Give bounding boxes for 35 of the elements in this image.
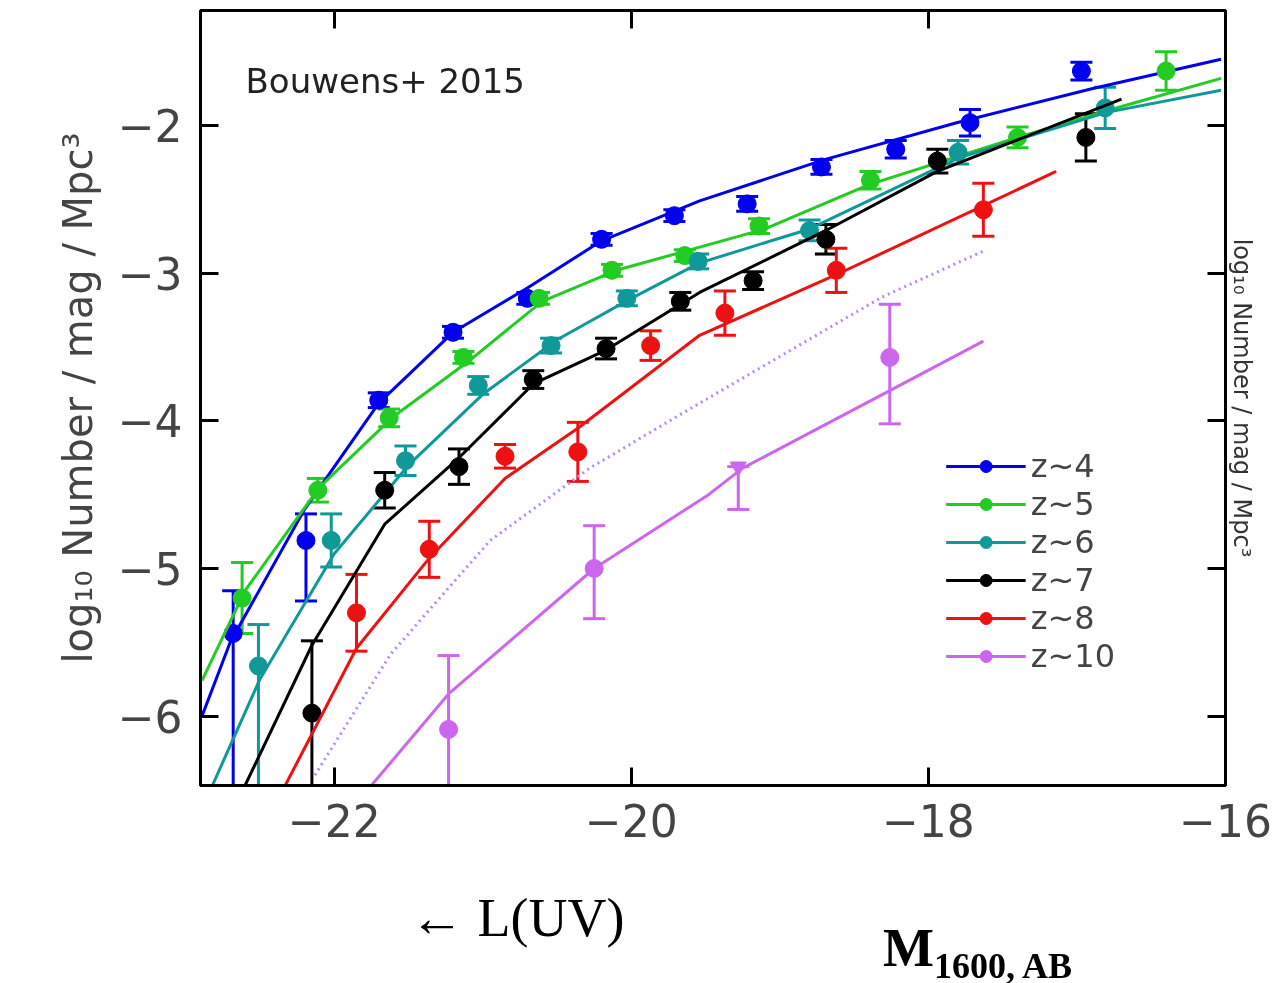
point [439, 719, 459, 739]
point [296, 530, 316, 550]
point [715, 303, 735, 323]
legend-label: z~6 [1030, 523, 1095, 561]
point [1076, 127, 1096, 147]
y-tick-label: −5 [117, 544, 183, 595]
point [302, 703, 322, 723]
y2-axis-title: log₁₀ Number / mag / Mpc³ [1227, 238, 1256, 558]
y-tick-label: −2 [117, 101, 183, 153]
point [248, 656, 268, 676]
text: ← L(UV) [410, 887, 625, 950]
line-series [313, 249, 985, 777]
legend-label: z~5 [1030, 485, 1095, 523]
point [321, 530, 341, 550]
point [816, 229, 836, 249]
point [1156, 61, 1176, 81]
annotation: Bouwens+ 2015 [245, 60, 525, 101]
point [641, 336, 661, 356]
y-tick-label: −4 [117, 396, 183, 448]
point [375, 480, 395, 500]
x-axis-title: M$_{1600, AB}$ [883, 917, 1072, 983]
y-tick-label: −6 [117, 691, 183, 743]
legend-label: z~10 [1030, 637, 1115, 675]
point [346, 603, 366, 623]
point [880, 347, 900, 367]
x-tick-label: −20 [584, 795, 678, 847]
legend-label: z~4 [1030, 447, 1095, 485]
x-tick-label: −18 [881, 795, 975, 847]
x-tick-label: −16 [1179, 795, 1272, 847]
legend-label: z~7 [1030, 561, 1095, 599]
x-tick-label: −22 [287, 795, 381, 847]
y-axis-title: log₁₀ Number / mag / Mpc³ [54, 132, 101, 664]
legend-label: z~8 [1030, 599, 1095, 637]
y-tick-label: −3 [117, 248, 183, 300]
point [568, 442, 588, 462]
